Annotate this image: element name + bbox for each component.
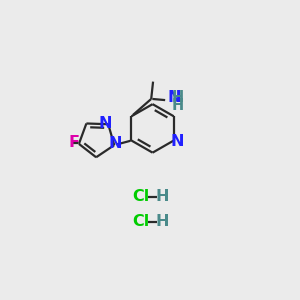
Text: F: F: [68, 135, 79, 150]
Text: H: H: [171, 90, 184, 105]
Text: N: N: [170, 134, 184, 149]
Text: N: N: [109, 136, 122, 152]
Text: Cl: Cl: [132, 214, 150, 230]
Text: H: H: [155, 214, 169, 230]
Text: H: H: [155, 189, 169, 204]
Text: H: H: [171, 98, 184, 113]
Text: N: N: [167, 90, 181, 105]
Text: Cl: Cl: [132, 189, 150, 204]
Text: N: N: [99, 116, 112, 131]
